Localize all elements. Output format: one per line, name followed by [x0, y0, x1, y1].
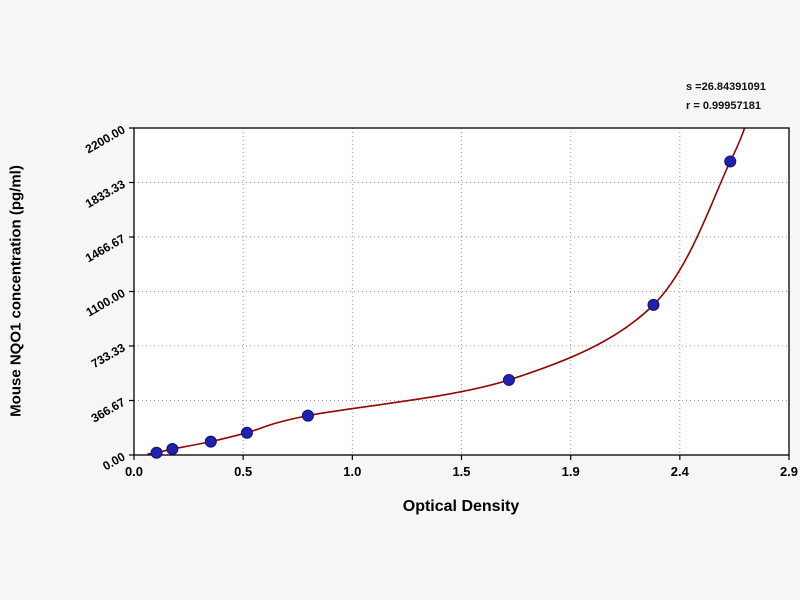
svg-text:2200.00: 2200.00	[83, 122, 128, 156]
fit-statistics: s =26.84391091 r = 0.99957181	[686, 78, 766, 115]
fit-stat-r: r = 0.99957181	[686, 99, 761, 112]
svg-text:0.0: 0.0	[125, 464, 143, 479]
svg-text:2.4: 2.4	[671, 464, 690, 479]
svg-text:0.5: 0.5	[234, 464, 252, 479]
svg-text:1100.00: 1100.00	[84, 286, 128, 320]
svg-text:1.5: 1.5	[452, 464, 470, 479]
y-axis-label: Mouse NQO1 concentration (pg/ml)	[7, 165, 25, 417]
svg-text:1.9: 1.9	[562, 464, 580, 479]
x-axis-label: Optical Density	[402, 498, 520, 515]
svg-text:1833.33: 1833.33	[83, 177, 128, 211]
svg-text:0.00: 0.00	[100, 449, 128, 473]
svg-text:1466.67: 1466.67	[83, 231, 128, 265]
fit-stat-s: s =26.84391091	[686, 81, 766, 93]
svg-text:733.33: 733.33	[89, 340, 128, 371]
svg-text:1.0: 1.0	[343, 464, 361, 479]
svg-text:366.67: 366.67	[89, 395, 128, 426]
svg-text:2.9: 2.9	[780, 464, 798, 479]
